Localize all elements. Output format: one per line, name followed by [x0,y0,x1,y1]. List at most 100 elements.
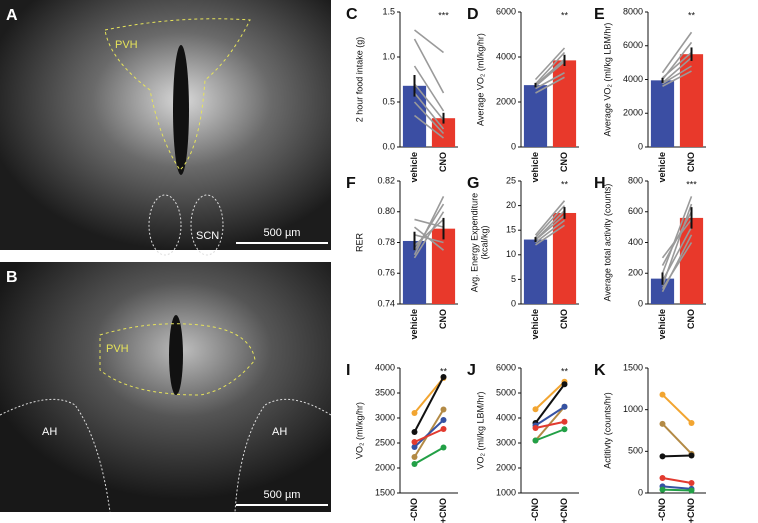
x-tick-label: -CNO [657,498,667,521]
bar [523,85,548,147]
subject-line [534,51,566,85]
point [688,487,695,494]
y-tick-label: 0.5 [382,96,395,106]
y-axis-label: VO₂ (ml/kg/hr) [354,402,364,459]
y-tick-label: 0.80 [377,206,395,216]
y-tick-label: 0 [511,141,516,151]
subject-line [661,218,693,259]
y-tick-label: 1000 [496,487,516,497]
panel-letter: I [346,362,350,379]
significance: *** [438,10,449,20]
point [688,420,695,426]
panel-letter: B [6,269,18,286]
subject-line [661,51,693,79]
x-tick-label: vehicle [409,152,419,183]
point [659,420,666,427]
series-line [413,419,445,448]
subject-line [413,38,445,94]
panel-letter: H [594,175,606,192]
y-tick-label: 600 [628,206,643,216]
subject-line [413,196,445,256]
y-axis-label: Average VO₂ (ml/kg/hr) [475,33,485,126]
subject-line [413,211,445,259]
point [561,426,568,433]
series-line [662,477,692,484]
y-tick-label: 1.5 [382,6,395,16]
subject-line [662,65,692,85]
y-tick-label: 0 [511,298,516,308]
bar [523,239,548,304]
y-tick-label: 0.76 [377,268,395,278]
significance: ** [688,10,696,20]
y-tick-label: 0.0 [382,141,395,151]
point [688,452,695,459]
point [440,417,447,423]
y-tick-label: 8000 [623,6,643,16]
scn-outline [190,194,224,256]
bar [552,212,577,304]
x-tick-label: CNO [686,309,696,329]
y-tick-label: 2000 [375,462,395,472]
series-line [662,488,692,492]
x-tick-label: CNO [438,309,448,329]
region-label: SCN [196,230,219,242]
scn-outline [148,194,182,256]
y-axis-label: Average VO₂ (ml/kg LBM/hr) [602,23,612,137]
pvh-outline [104,18,251,171]
x-tick-label: -CNO [530,498,540,521]
panel-letter: E [594,6,605,23]
subject-line [414,29,444,54]
point [659,486,666,493]
bar [402,240,427,304]
series-line [413,376,445,433]
point [440,426,447,432]
series-line [661,423,693,455]
x-tick-label: vehicle [530,152,540,183]
point [411,444,418,450]
subject-line [661,226,693,282]
micrograph [0,0,331,250]
image-b: B PVH AH AH 500 µm [0,262,332,513]
significance: *** [686,179,697,189]
point [440,444,447,451]
y-tick-label: 2000 [496,462,516,472]
series-line [534,406,566,442]
bar [431,228,456,304]
y-tick-label: 3000 [375,412,395,422]
series-line [414,428,444,443]
series-line [534,405,566,427]
point [659,453,666,460]
y-axis-label: Avg. Energy Expenditure [469,193,479,292]
subject-line [662,70,692,87]
scale-bar-label: 500 µm [264,489,301,501]
x-tick-label: -CNO [409,498,419,521]
point [440,406,447,413]
point [561,418,568,425]
ah-outline [234,398,332,513]
subject-line [535,219,565,244]
y-tick-label: 0.74 [377,298,395,308]
point [411,410,418,416]
panel-letter: F [346,175,356,192]
y-tick-label: 6000 [623,40,643,50]
y-tick-label: 2500 [375,437,395,447]
y-axis-label: RER [354,233,364,253]
point [688,480,695,486]
y-tick-label: 3500 [375,387,395,397]
x-tick-label: CNO [686,152,696,172]
bar [679,54,704,147]
significance: ** [561,366,569,376]
y-tick-label: 800 [628,175,643,185]
y-tick-label: 0 [638,298,643,308]
subject-line [534,58,566,86]
point [532,406,539,413]
y-tick-label: 4000 [496,51,516,61]
subject-line [661,242,693,290]
subject-line [661,196,693,274]
y-tick-label: 0 [638,487,643,497]
y-axis-label: 2 hour food intake (g) [354,37,364,123]
series-line [413,377,445,414]
y-tick-label: 4000 [496,412,516,422]
y-tick-label: 1000 [623,404,643,414]
